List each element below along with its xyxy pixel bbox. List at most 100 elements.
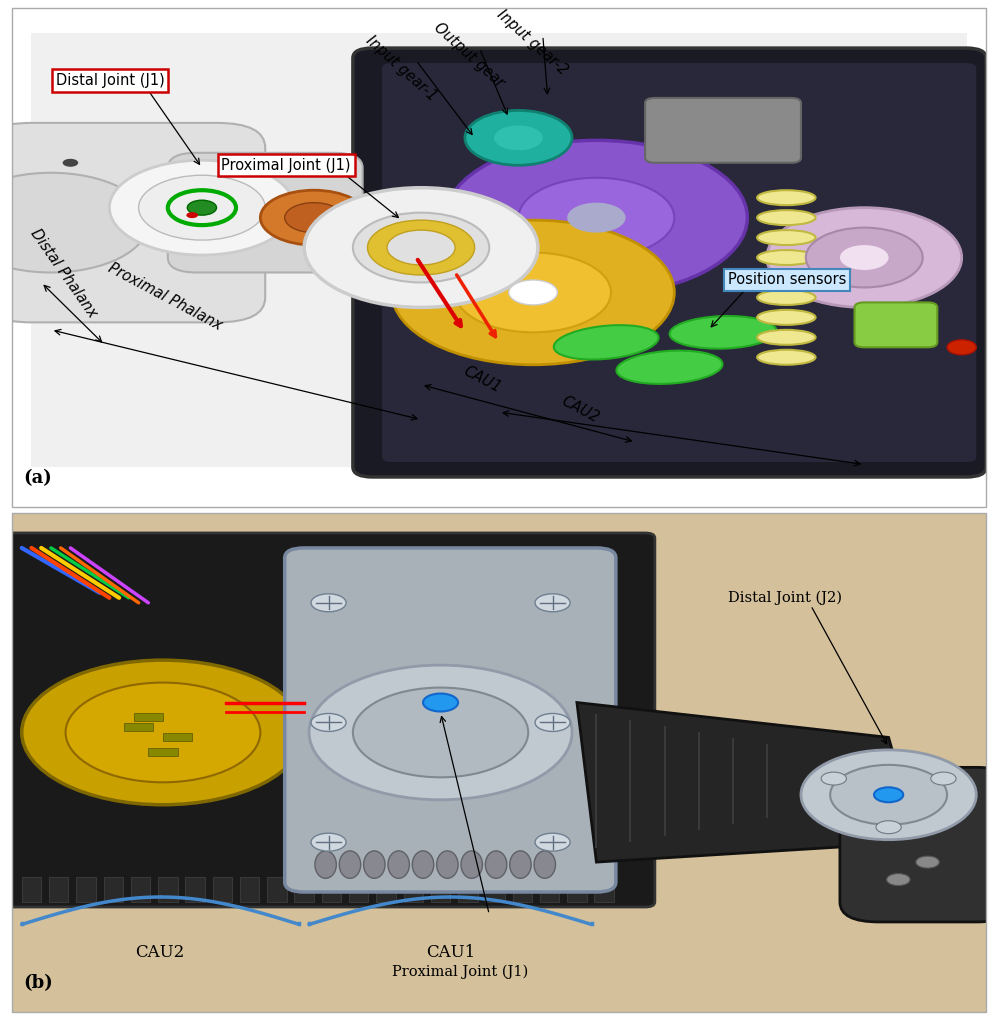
Circle shape [0, 173, 149, 272]
Bar [267, 878, 286, 902]
Circle shape [304, 187, 538, 307]
Text: Distal Joint (J1): Distal Joint (J1) [56, 73, 165, 88]
Circle shape [916, 856, 939, 868]
FancyBboxPatch shape [168, 153, 362, 272]
FancyBboxPatch shape [0, 123, 265, 323]
Ellipse shape [757, 350, 815, 365]
Bar [124, 724, 154, 731]
Circle shape [353, 213, 489, 283]
Bar [240, 878, 259, 902]
Circle shape [110, 161, 294, 255]
Bar [49, 878, 69, 902]
Ellipse shape [461, 851, 482, 879]
FancyBboxPatch shape [284, 548, 616, 892]
Circle shape [886, 873, 910, 886]
Circle shape [423, 693, 458, 712]
Bar [321, 878, 341, 902]
Circle shape [901, 806, 925, 818]
Text: Position sensors: Position sensors [728, 272, 846, 288]
Ellipse shape [757, 230, 815, 245]
Circle shape [830, 765, 947, 824]
Text: CAU2: CAU2 [136, 944, 185, 962]
FancyBboxPatch shape [840, 767, 998, 922]
Text: Distal Joint (J2): Distal Joint (J2) [728, 591, 842, 605]
Bar [76, 878, 96, 902]
Circle shape [947, 340, 976, 354]
Circle shape [840, 245, 888, 270]
Circle shape [519, 178, 675, 258]
Bar [149, 749, 178, 757]
Bar [376, 878, 396, 902]
Circle shape [801, 750, 976, 840]
Circle shape [465, 111, 572, 165]
Circle shape [509, 280, 558, 305]
Circle shape [22, 660, 304, 805]
Ellipse shape [534, 851, 556, 879]
Bar [595, 878, 614, 902]
Circle shape [805, 227, 923, 288]
Wedge shape [367, 220, 475, 275]
Circle shape [187, 212, 198, 218]
Circle shape [455, 253, 611, 333]
Bar [513, 878, 532, 902]
Circle shape [535, 834, 570, 851]
FancyBboxPatch shape [382, 63, 976, 462]
Ellipse shape [388, 851, 409, 879]
Ellipse shape [510, 851, 531, 879]
Bar [131, 878, 151, 902]
Circle shape [567, 203, 626, 232]
Circle shape [931, 772, 956, 785]
Circle shape [284, 203, 343, 232]
Bar [158, 878, 178, 902]
Text: CAU1: CAU1 [461, 364, 504, 395]
Ellipse shape [554, 326, 659, 359]
Bar [403, 878, 423, 902]
Text: CAU1: CAU1 [426, 944, 475, 962]
FancyBboxPatch shape [2, 532, 655, 907]
Text: Input gear-2: Input gear-2 [494, 7, 571, 78]
Circle shape [874, 787, 903, 802]
Bar [163, 733, 193, 741]
Bar [540, 878, 560, 902]
Bar [213, 878, 233, 902]
FancyBboxPatch shape [645, 98, 801, 163]
Circle shape [311, 714, 346, 731]
Circle shape [535, 594, 570, 611]
Bar [431, 878, 450, 902]
Text: Distal Phalanx: Distal Phalanx [27, 226, 100, 321]
Bar [134, 714, 163, 722]
Ellipse shape [363, 851, 385, 879]
FancyBboxPatch shape [353, 48, 986, 477]
Text: Input gear-1: Input gear-1 [362, 33, 439, 104]
Circle shape [494, 125, 543, 151]
Text: (b): (b) [24, 974, 54, 992]
Circle shape [63, 159, 78, 167]
FancyBboxPatch shape [854, 302, 937, 347]
Ellipse shape [670, 316, 776, 348]
Ellipse shape [339, 851, 360, 879]
Circle shape [309, 666, 572, 800]
Text: Proximal Joint (J1): Proximal Joint (J1) [222, 158, 351, 173]
Ellipse shape [757, 310, 815, 325]
Text: Proximal Phalanx: Proximal Phalanx [106, 261, 225, 334]
Circle shape [353, 687, 528, 777]
Text: Proximal Joint (J1): Proximal Joint (J1) [392, 965, 528, 979]
Circle shape [139, 175, 265, 240]
Ellipse shape [412, 851, 434, 879]
Circle shape [876, 820, 901, 834]
Bar [458, 878, 478, 902]
Ellipse shape [757, 210, 815, 225]
Bar [104, 878, 123, 902]
Circle shape [311, 834, 346, 851]
FancyBboxPatch shape [296, 204, 497, 239]
Ellipse shape [617, 350, 723, 384]
Text: Output gear: Output gear [431, 19, 507, 90]
Circle shape [535, 714, 570, 731]
Circle shape [311, 594, 346, 611]
Circle shape [392, 220, 675, 365]
Polygon shape [577, 702, 918, 862]
Circle shape [188, 200, 217, 215]
Circle shape [66, 683, 260, 782]
Ellipse shape [437, 851, 458, 879]
Text: CAU2: CAU2 [559, 393, 602, 425]
